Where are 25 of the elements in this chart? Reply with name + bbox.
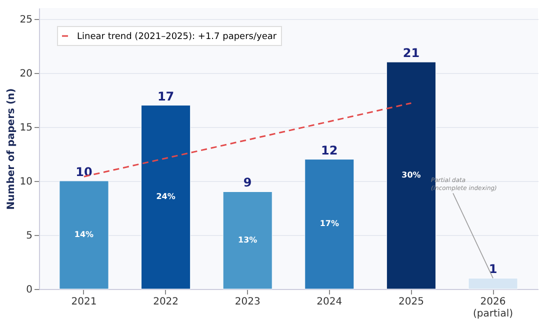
annotation: 24% [156,192,176,202]
x-tick-label: 2023 [234,296,260,308]
x-tick-label: 2024 [316,296,342,308]
data-label: 9 [243,176,252,190]
annotation: 17% [320,219,339,228]
y-tick-label: 10 [20,176,32,188]
data-label: 17 [157,89,174,104]
y-tick-label: 20 [20,68,32,80]
y-tick-label: 0 [26,284,32,296]
data-label: 21 [402,46,420,60]
y-tick-label: 25 [20,14,32,26]
data-label: 10 [76,164,92,179]
x-tick-label: 2022 [153,296,179,308]
x-tick-label: 2021 [71,296,97,308]
annotation: 13% [238,235,258,244]
y-tick-label: 5 [26,230,32,242]
x-tick-label: 2026 (partial) [473,296,514,320]
data-label: 12 [321,143,338,158]
legend-label: Linear trend (2021–2025): +1.7 papers/year [77,32,277,42]
data-label: 1 [488,262,498,276]
y-tick-label: 15 [20,122,32,134]
x-tick-label: 2025 [398,296,424,308]
y-axis-title: Number of papers (n) [6,88,17,210]
annotation: 14% [74,230,94,239]
annotation: 30% [402,170,421,180]
